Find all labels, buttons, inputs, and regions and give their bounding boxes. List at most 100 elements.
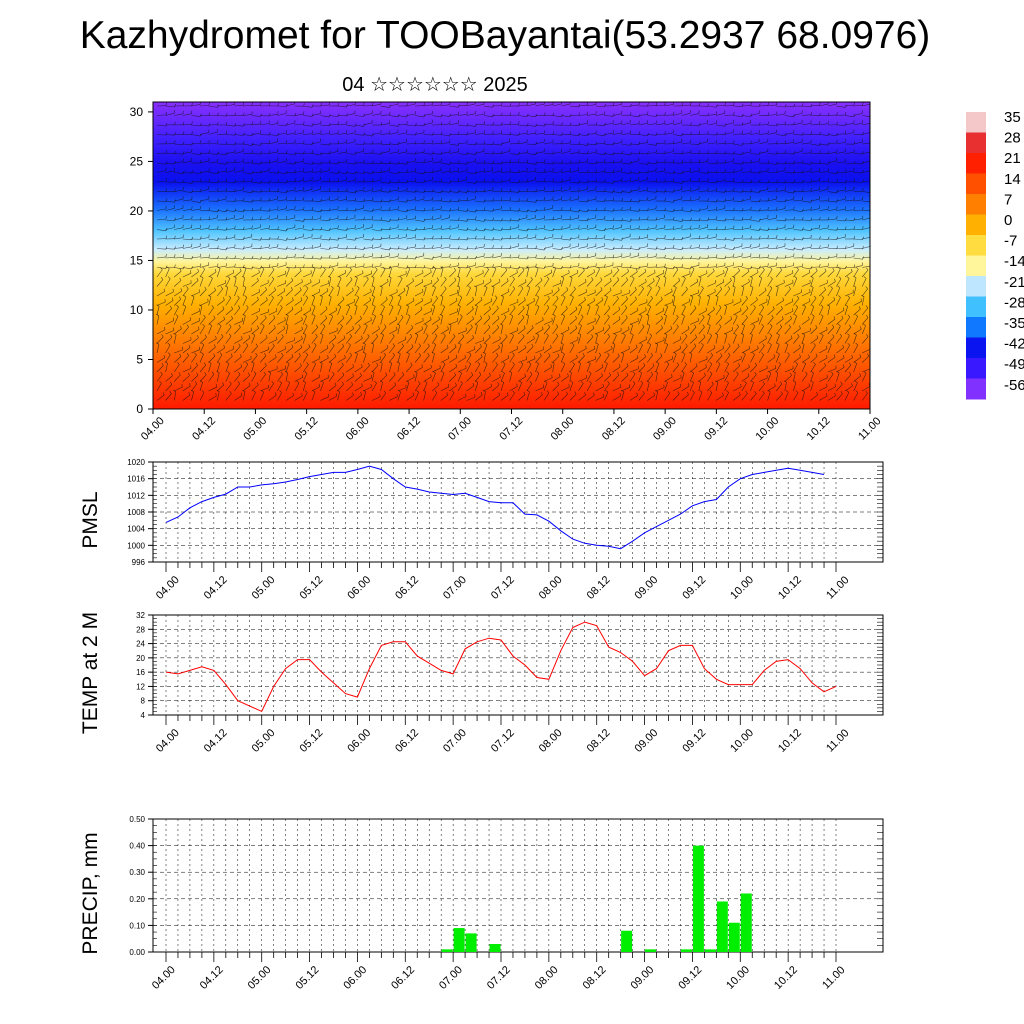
wind-barb-flag	[673, 159, 675, 163]
wind-barb	[199, 228, 209, 230]
wind-barb	[328, 374, 335, 382]
wind-barb-flag	[402, 372, 405, 376]
wind-barb	[191, 200, 201, 203]
wind-barb	[629, 172, 639, 174]
wind-barb-flag	[442, 304, 445, 308]
wind-barb	[483, 363, 488, 373]
wind-barb-flag	[455, 382, 457, 386]
wind-barb-flag	[568, 384, 570, 388]
wind-barb	[621, 375, 629, 382]
wind-barb	[638, 199, 648, 202]
wind-barb	[431, 335, 438, 344]
wind-barb-flag	[479, 343, 482, 347]
wind-barb	[182, 257, 192, 260]
wind-barb-flag	[268, 140, 270, 144]
wind-barb	[586, 383, 592, 392]
wind-barb-flag	[380, 140, 383, 144]
wind-barb-flag	[208, 150, 210, 154]
wind-barb	[569, 181, 579, 184]
wind-barb	[354, 256, 364, 259]
wind-barb-flag	[529, 371, 533, 375]
wind-barb	[337, 364, 344, 373]
wind-barb	[363, 273, 372, 278]
wind-barb	[337, 161, 347, 164]
wind-barb-flag	[562, 295, 566, 298]
wind-barb-flag	[645, 307, 647, 311]
wind-barb	[294, 143, 304, 145]
wind-barb-flag	[217, 245, 219, 249]
wind-barb-flag	[652, 278, 655, 282]
wind-barb	[655, 363, 660, 373]
wind-barb-flag	[388, 266, 392, 269]
wind-barb	[664, 132, 674, 135]
wind-barb-flag	[415, 264, 417, 268]
wind-barb	[268, 209, 278, 211]
wind-barb	[182, 355, 189, 363]
wind-barb	[578, 161, 588, 164]
wind-barb-flag	[271, 380, 274, 384]
wind-barb-flag	[272, 343, 275, 347]
wind-barb-flag	[639, 371, 642, 374]
wind-barb	[397, 162, 407, 165]
wind-barb	[363, 247, 373, 249]
wind-barb	[466, 299, 474, 306]
wind-barb	[432, 228, 442, 230]
wind-barb-flag	[578, 254, 580, 258]
wind-barb-flag	[430, 307, 432, 312]
wind-barb-flag	[238, 343, 241, 347]
wind-barb	[552, 151, 562, 154]
wind-barb	[431, 306, 436, 316]
wind-barb	[466, 181, 476, 184]
wind-barb	[242, 315, 246, 325]
wind-barb	[302, 325, 308, 335]
wind-barb	[268, 310, 278, 316]
wind-barb-flag	[213, 344, 216, 348]
wind-barb-flag	[497, 324, 500, 328]
wind-barb	[457, 344, 462, 354]
wind-barb	[569, 272, 578, 278]
wind-barb	[586, 237, 596, 240]
wind-barb	[268, 339, 278, 344]
wind-barb	[225, 237, 235, 240]
wind-barb	[182, 267, 192, 270]
wind-barb-flag	[673, 245, 675, 249]
wind-barb	[432, 256, 442, 259]
wind-barb-flag	[634, 286, 637, 290]
wind-barb-flag	[639, 314, 643, 317]
wind-barb	[311, 123, 321, 126]
wind-barb	[199, 382, 203, 392]
wind-barb-flag	[208, 112, 211, 116]
wind-barb	[440, 279, 447, 287]
wind-barb	[320, 269, 326, 278]
wind-barb	[578, 200, 588, 203]
wind-barb	[449, 325, 452, 335]
wind-barb	[294, 329, 303, 335]
wind-barb-flag	[501, 112, 503, 116]
wind-barb	[363, 227, 373, 230]
wind-barb-flag	[389, 130, 391, 134]
wind-barb-flag	[410, 362, 413, 366]
wind-barb	[174, 143, 184, 145]
wind-barb	[414, 172, 424, 175]
wind-barb-flag	[593, 269, 595, 273]
wind-barb	[526, 358, 536, 363]
wind-barb	[543, 207, 553, 211]
wind-barb-flag	[422, 269, 424, 274]
wind-barb-flag	[562, 361, 565, 364]
wind-barb	[595, 143, 605, 145]
wind-barb	[277, 124, 287, 126]
wind-barb	[191, 391, 195, 401]
wind-barb-flag	[526, 244, 529, 249]
wind-barb	[586, 292, 596, 297]
wind-barb	[603, 297, 608, 306]
wind-barb	[380, 354, 386, 363]
wind-barb	[346, 104, 356, 107]
wind-barb-flag	[618, 316, 621, 320]
wind-barb	[595, 229, 605, 232]
wind-barb-flag	[332, 371, 335, 375]
wind-barb-flag	[482, 352, 486, 354]
wind-barb	[646, 306, 651, 316]
wind-barb-flag	[296, 380, 300, 384]
wind-barb-flag	[246, 305, 249, 308]
wind-barb	[208, 386, 217, 392]
